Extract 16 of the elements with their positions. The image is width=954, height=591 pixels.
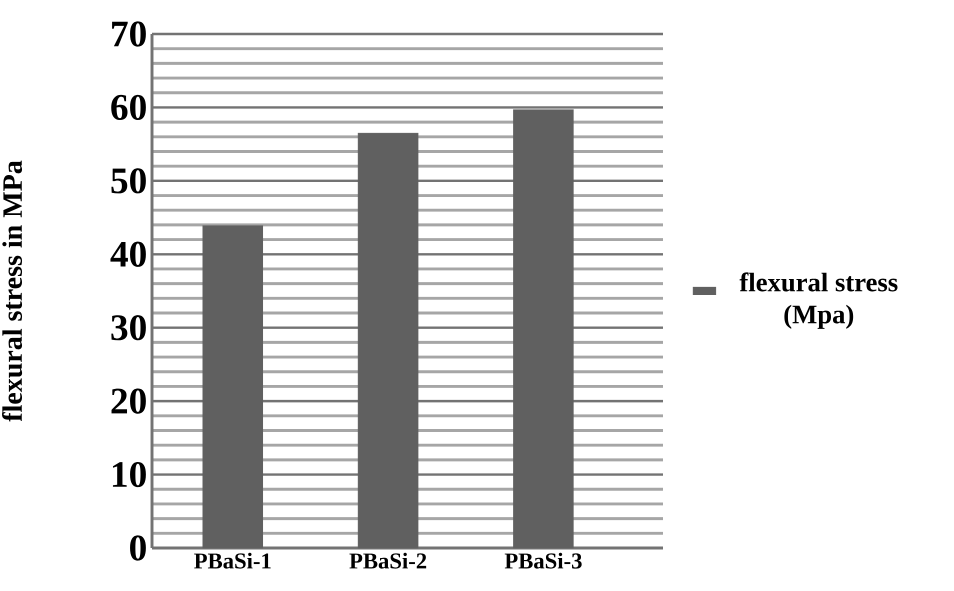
bar	[358, 132, 418, 548]
y-tick-label: 30	[111, 315, 146, 340]
x-tick-label: PBaSi-1	[194, 552, 271, 569]
bar	[513, 109, 574, 548]
y-tick-label: 40	[110, 242, 146, 267]
legend-label: flexural stress (Mpa)	[740, 272, 898, 329]
y-axis-title: flexural stress in MPa	[2, 160, 22, 422]
y-tick-label: 70	[112, 21, 146, 47]
y-tick-label: 10	[112, 462, 146, 488]
x-tick-label: PBaSi-2	[349, 552, 426, 569]
y-tick-label: 60	[111, 94, 146, 120]
y-tick-label: 50	[111, 168, 146, 194]
bar	[202, 225, 264, 548]
x-tick-label: PBaSi-3	[504, 552, 582, 569]
y-tick-label: 20	[112, 388, 146, 414]
y-tick-label: 0	[130, 535, 146, 561]
